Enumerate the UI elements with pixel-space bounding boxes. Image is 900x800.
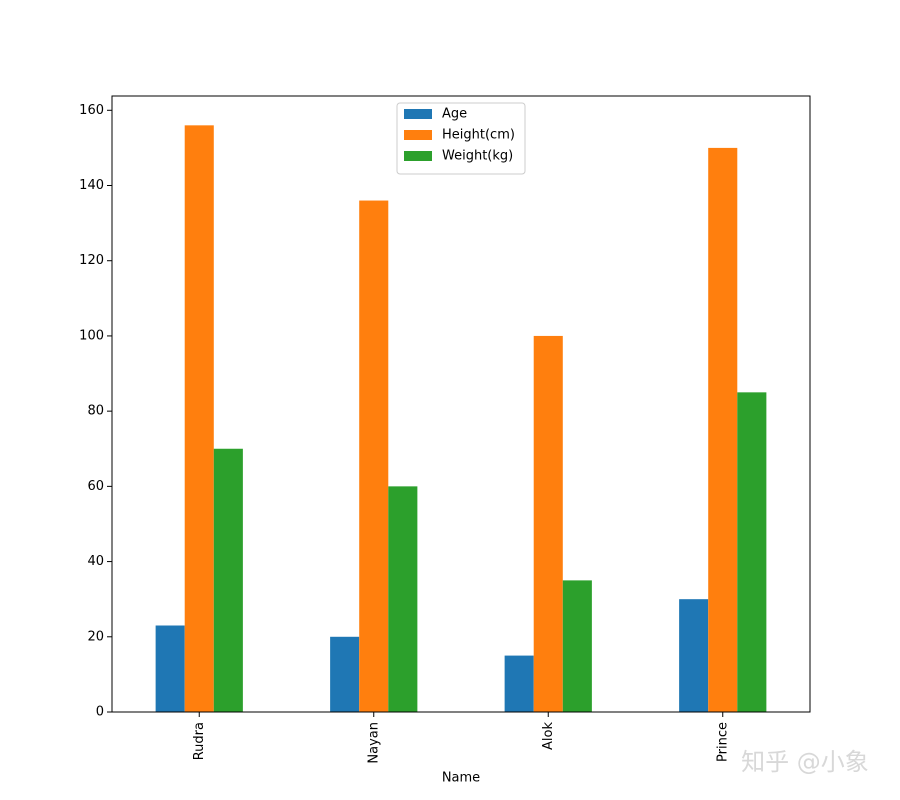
x-tick-label: Rudra [192,722,207,760]
y-tick-label: 140 [79,178,104,193]
bar [679,599,709,712]
y-tick-label: 160 [79,103,104,118]
y-tick-label: 80 [87,404,104,419]
x-tick-label: Alok [541,722,556,750]
bar [184,125,214,713]
x-tick-label: Nayan [366,722,381,764]
bar [213,448,243,712]
y-tick-label: 60 [87,479,104,494]
legend-swatch [404,109,432,119]
watermark: 知乎 @小象 [741,748,869,776]
y-tick-label: 100 [79,328,104,343]
x-tick-label: Prince [715,722,730,762]
legend: Age Height(cm) Weight(kg) [396,102,526,175]
y-tick-label: 20 [87,629,104,644]
bar [359,200,389,713]
y-tick-label: 120 [79,253,104,268]
bar [533,335,563,712]
bar [562,580,592,712]
legend-swatch [404,130,432,140]
bar [155,625,185,712]
bar [330,636,360,712]
bar [708,147,738,712]
y-tick-label: 40 [87,554,104,569]
legend-label: Weight(kg) [442,149,513,164]
y-tick-label: 0 [96,705,104,720]
bar [737,392,767,712]
plot-frame [111,95,811,713]
bar [388,486,418,712]
legend-label: Age [442,107,467,122]
bar [504,655,534,712]
legend-label: Height(cm) [442,128,515,143]
x-axis-label: Name [442,771,480,786]
legend-swatch [404,151,432,161]
